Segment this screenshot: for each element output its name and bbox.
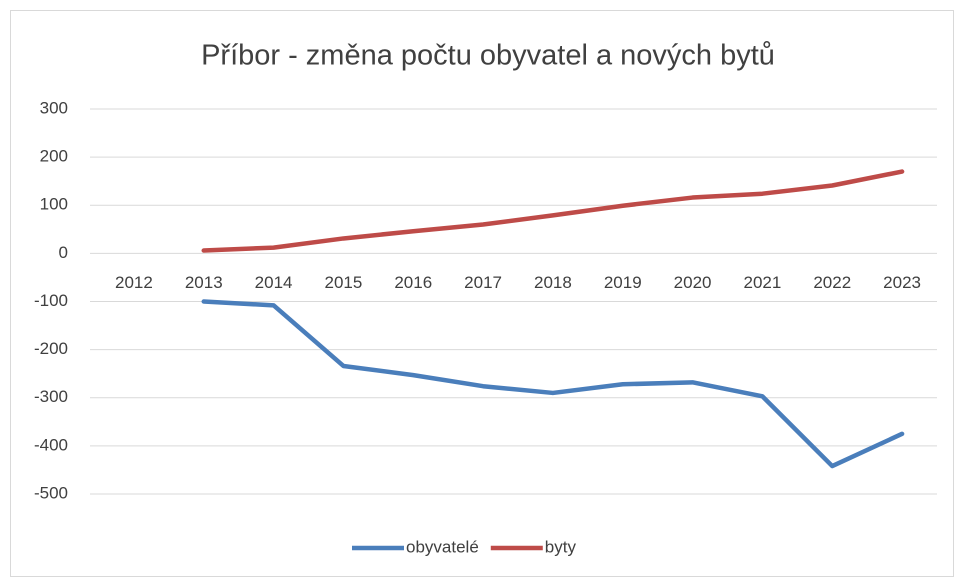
x-tick-label: 2015 — [325, 273, 363, 292]
x-tick-label: 2017 — [464, 273, 502, 292]
y-tick-label: -300 — [34, 387, 68, 406]
legend-label: obyvatelé — [406, 537, 479, 556]
line-series — [201, 169, 905, 253]
chart-title: Příbor - změna počtu obyvatel a nových b… — [201, 40, 775, 72]
x-tick-label: 2014 — [255, 273, 293, 292]
legend-label: byty — [545, 537, 577, 556]
x-tick-label: 2012 — [115, 273, 153, 292]
y-tick-label: 0 — [59, 243, 68, 262]
x-tick-label: 2021 — [744, 273, 782, 292]
y-tick-label: -500 — [34, 483, 68, 502]
x-tick-label: 2013 — [185, 273, 223, 292]
y-tick-label: 200 — [40, 147, 68, 166]
x-tick-label: 2016 — [394, 273, 432, 292]
x-tick-label: 2019 — [604, 273, 642, 292]
y-tick-label: 300 — [40, 98, 68, 117]
x-tick-label: 2018 — [534, 273, 572, 292]
line-series — [201, 299, 905, 469]
x-tick-label: 2022 — [813, 273, 851, 292]
y-tick-label: 100 — [40, 195, 68, 214]
x-tick-label: 2020 — [674, 273, 712, 292]
y-tick-label: -200 — [34, 339, 68, 358]
chart-border — [10, 10, 954, 577]
y-tick-label: -400 — [34, 435, 68, 454]
x-tick-label: 2023 — [883, 273, 921, 292]
y-tick-label: -100 — [34, 291, 68, 310]
